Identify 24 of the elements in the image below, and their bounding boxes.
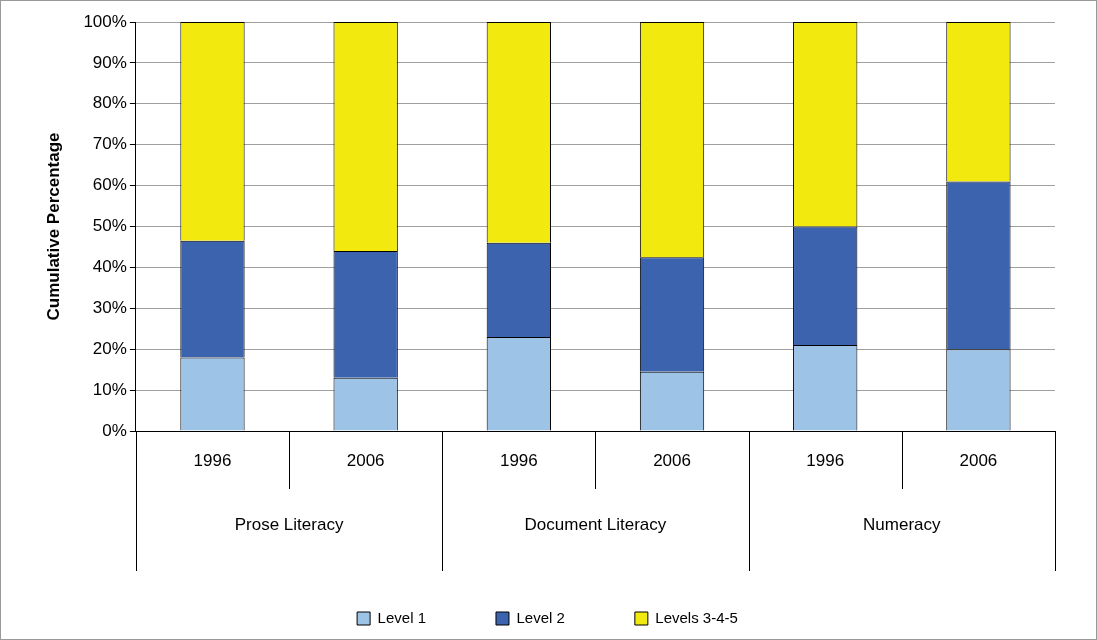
legend-label: Levels 3-4-5 [655, 608, 738, 626]
x-tick-label: 2006 [346, 450, 385, 470]
y-axis-title: Cumulative Percentage [43, 132, 63, 321]
text: Document Literacy [524, 514, 667, 534]
text: Numeracy [863, 514, 942, 534]
y-tick-label: 10% [92, 379, 127, 399]
x-tick-label: 1996 [499, 450, 538, 470]
text: Prose Literacy [234, 514, 344, 534]
x-tick-label: 2006 [959, 450, 998, 470]
x-tick-label: 1996 [193, 450, 232, 470]
y-tick-label: 0% [102, 420, 127, 440]
x-tick-label: 2006 [653, 450, 691, 470]
y-tick-label: 40% [92, 257, 127, 277]
y-tick-label: 90% [92, 52, 127, 72]
x-tick-label: 1996 [806, 450, 845, 470]
y-tick-label: 30% [92, 297, 127, 317]
legend-label: Level 2 [516, 608, 565, 626]
y-tick-label: 20% [92, 338, 127, 358]
y-tick-label: 50% [92, 216, 127, 236]
y-tick-label: 80% [92, 93, 127, 113]
legend-label: Level 1 [377, 608, 426, 626]
y-tick-label: 100% [83, 11, 127, 31]
y-tick-label: 60% [92, 175, 127, 195]
y-tick-label: 70% [92, 134, 127, 154]
